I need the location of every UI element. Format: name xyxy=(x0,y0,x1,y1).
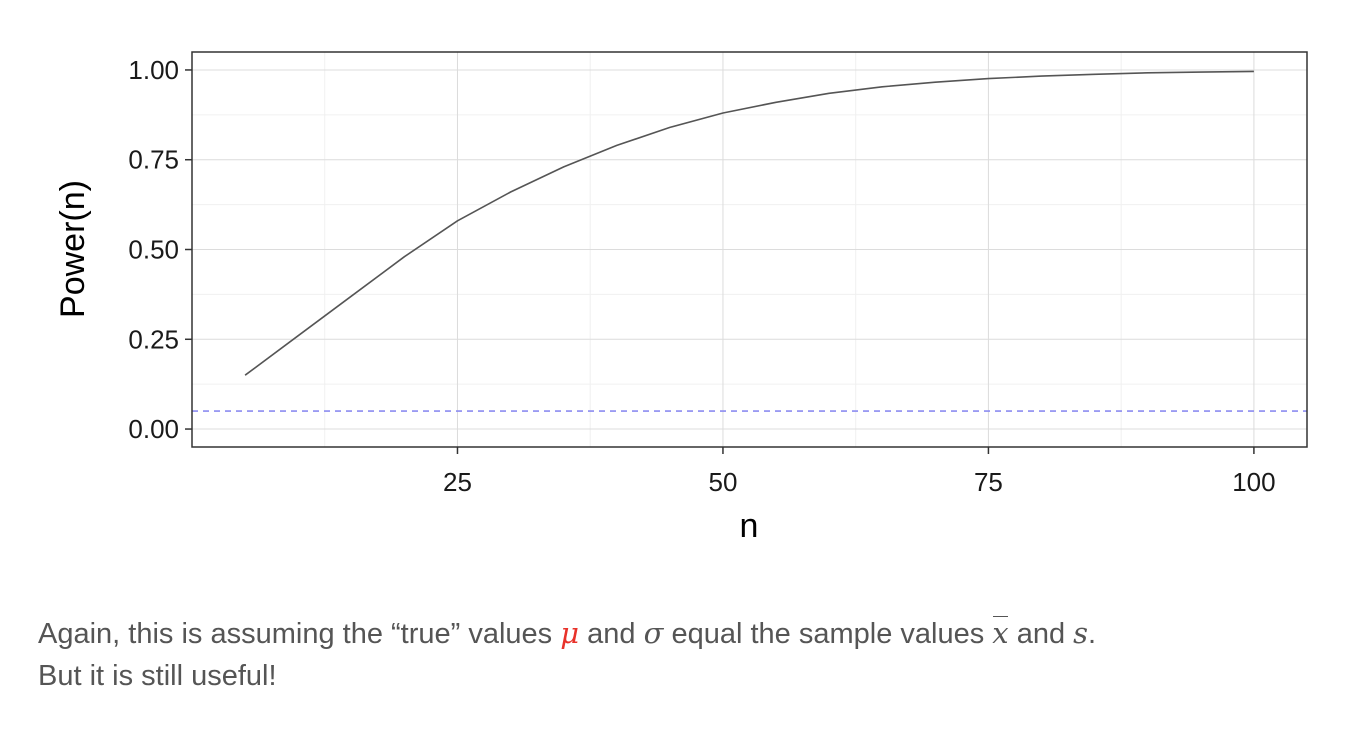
y-axis-ticks: 0.00 0.25 0.50 0.75 1.00 xyxy=(128,55,192,444)
y-tick-label: 0.50 xyxy=(128,235,179,265)
series-group xyxy=(244,70,1254,376)
y-axis-title: Power(n) xyxy=(54,180,92,318)
x-axis-ticks: 25 50 75 100 xyxy=(443,447,1276,497)
y-tick-label: 1.00 xyxy=(128,55,179,85)
y-tick-label: 0.00 xyxy=(128,414,179,444)
y-tick-label: 0.75 xyxy=(128,145,179,175)
caption-text-1: Again, this is assuming the “true” value… xyxy=(38,618,561,650)
caption-line-1: Again, this is assuming the “true” value… xyxy=(38,612,1096,655)
x-tick-label: 75 xyxy=(974,467,1003,497)
power-curve-line xyxy=(244,70,1254,376)
grid-lines xyxy=(192,52,1307,447)
xbar-symbol: x xyxy=(992,612,1009,654)
x-tick-label: 25 xyxy=(443,467,472,497)
power-curve-chart: 25 50 75 100 0.00 0.25 0.50 0.75 1.00 n Power(n… xyxy=(54,51,1308,545)
sigma-symbol: σ xyxy=(643,616,664,650)
caption-text-3: equal the sample values xyxy=(663,618,993,650)
caption-text-4: and xyxy=(1008,618,1074,650)
x-axis-title: n xyxy=(740,507,759,545)
x-tick-label: 50 xyxy=(708,467,737,497)
y-tick-label: 0.25 xyxy=(128,324,179,354)
x-tick-label: 100 xyxy=(1232,467,1275,497)
caption-text-5: . xyxy=(1088,618,1097,650)
caption: Again, this is assuming the “true” value… xyxy=(38,612,1096,697)
s-symbol: s xyxy=(1073,616,1089,650)
mu-symbol: μ xyxy=(560,616,580,650)
caption-line-2: But it is still useful! xyxy=(38,660,277,692)
caption-text-2: and xyxy=(579,618,644,650)
